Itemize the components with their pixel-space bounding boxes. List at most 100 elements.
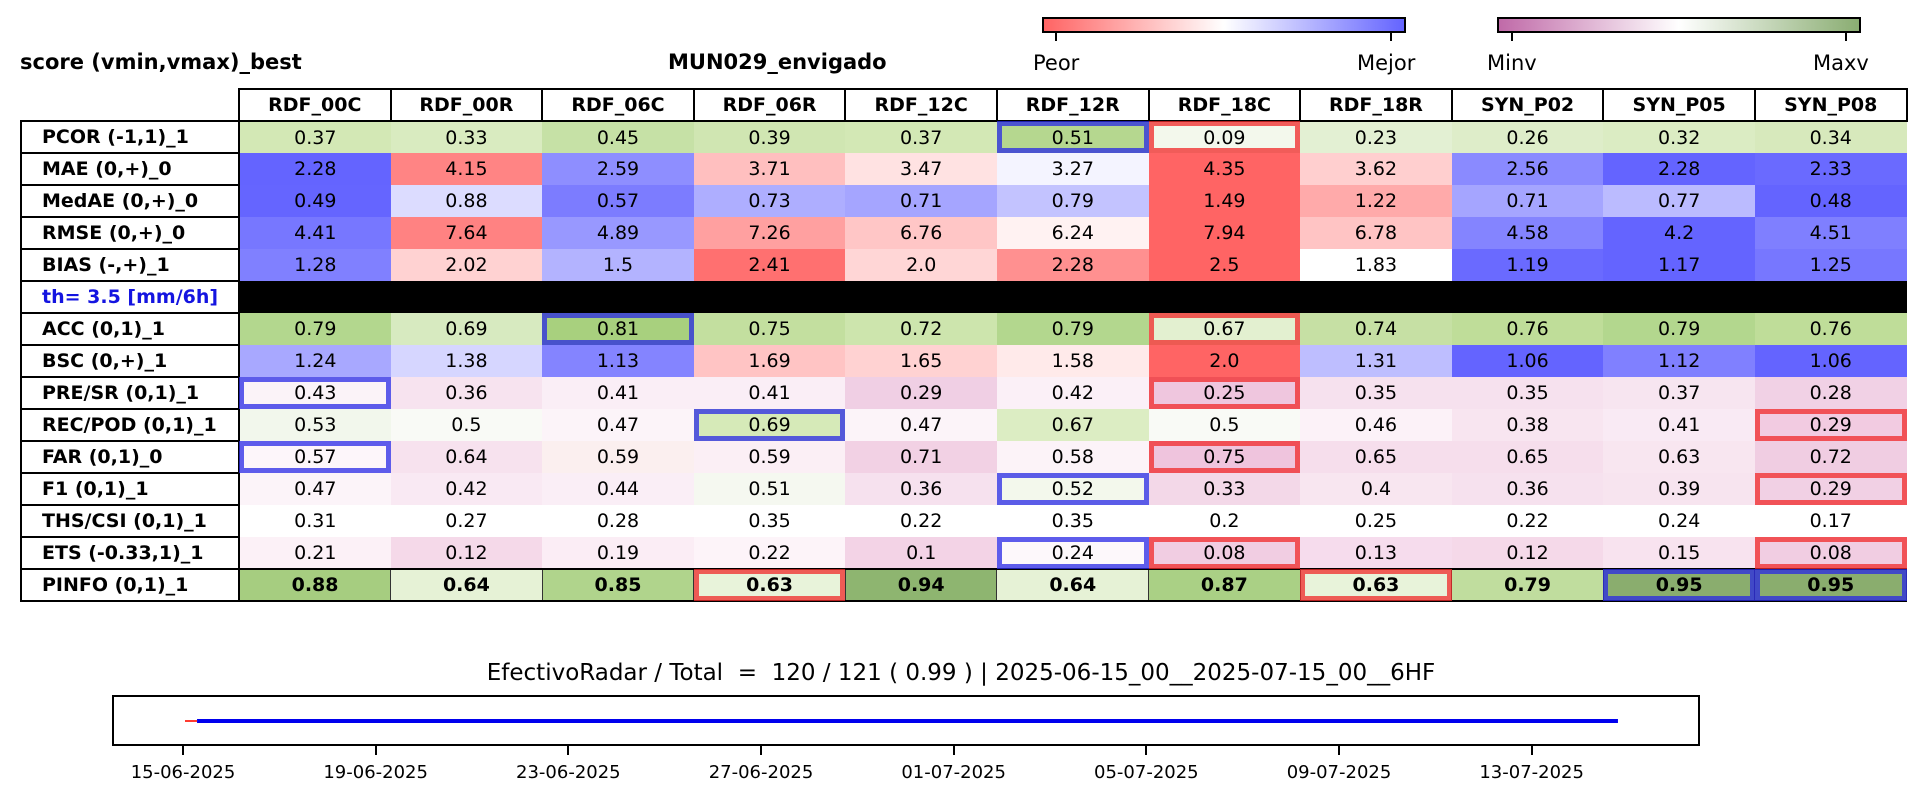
score-cell: 4.2 [1603, 217, 1755, 249]
x-tick [374, 746, 377, 755]
row-label: THS/CSI (0,1)_1 [20, 504, 240, 538]
row-label: PRE/SR (0,1)_1 [20, 376, 240, 410]
score-cell: 0.31 [239, 505, 391, 537]
score-cell: 0.42 [996, 377, 1149, 409]
score-cell: 0.27 [390, 505, 543, 537]
x-tick-label: 15-06-2025 [130, 762, 236, 783]
score-cell: 0.2 [1148, 505, 1301, 537]
x-tick [1338, 746, 1340, 755]
score-cell: 0.28 [542, 505, 694, 537]
score-cell: 0.5 [390, 409, 543, 441]
column-header: RDF_00C [238, 88, 392, 122]
score-cell: 1.06 [1451, 345, 1604, 377]
score-cell: 1.5 [542, 249, 694, 281]
score-cell: 0.32 [1603, 121, 1755, 153]
table-row: ETS (-0.33,1)_1 0.21 0.12 0.19 0.22 0.1 0.24 0.… [20, 536, 1907, 570]
x-tick [1530, 746, 1533, 755]
score-cell: 1.31 [1300, 345, 1452, 377]
timeline-svg [185, 719, 1618, 723]
table-row: REC/POD (0,1)_1 0.53 0.5 0.47 0.69 0.47 0.67 0.… [20, 408, 1907, 442]
column-header: RDF_12R [995, 88, 1150, 122]
score-cell: 2.0 [1148, 345, 1301, 377]
colorbar-min-label: Peor [1033, 51, 1080, 75]
score-cell: 0.34 [1754, 121, 1907, 153]
column-header: RDF_12C [844, 88, 998, 122]
score-cell: 0.21 [239, 537, 391, 569]
score-cell: 0.39 [693, 121, 846, 153]
score-cell: 0.79 [1603, 313, 1755, 345]
score-cell: 0.65 [1451, 441, 1604, 473]
score-cell: 0.95 [1602, 568, 1756, 602]
table-row: MAE (0,+)_0 2.28 4.15 2.59 3.71 3.47 3.27 4.35 3… [20, 152, 1907, 186]
score-cell: 0.41 [542, 377, 694, 409]
score-cell: 0.63 [1603, 441, 1755, 473]
score-cell: 2.02 [390, 249, 543, 281]
score-cell: 3.71 [693, 153, 846, 185]
score-cell: 2.28 [239, 153, 391, 185]
score-cell: 0.22 [1451, 505, 1604, 537]
row-label: BSC (0,+)_1 [20, 344, 240, 378]
score-cell: 0.35 [996, 505, 1149, 537]
score-cell: 0.24 [996, 537, 1149, 569]
score-cell: 0.13 [1300, 537, 1452, 569]
x-tick [1145, 746, 1148, 755]
score-cell: 0.24 [1603, 505, 1755, 537]
score-cell: 0.79 [996, 185, 1149, 217]
row-label: ETS (-0.33,1)_1 [20, 536, 240, 570]
score-cell: 0.25 [1148, 377, 1301, 409]
score-cell: 0.74 [1300, 313, 1452, 345]
score-cell: 0.53 [239, 409, 391, 441]
score-cell: 0.88 [390, 185, 543, 217]
score-cell: 0.12 [390, 537, 543, 569]
score-cell: 0.94 [844, 568, 998, 602]
score-cell: 2.56 [1451, 153, 1604, 185]
score-cell: 1.49 [1148, 185, 1301, 217]
score-cell: 0.36 [845, 473, 997, 505]
score-cell: 4.89 [542, 217, 694, 249]
x-tick-label: 27-06-2025 [708, 762, 814, 783]
score-cell: 1.12 [1603, 345, 1755, 377]
score-cell: 0.76 [1451, 313, 1604, 345]
score-cell: 0.49 [239, 185, 391, 217]
table-row: BSC (0,+)_1 1.24 1.38 1.13 1.69 1.65 1.58 2.0 1.… [20, 344, 1907, 378]
score-cell: 0.33 [1148, 473, 1301, 505]
x-tick-label: 19-06-2025 [323, 762, 428, 783]
colorbar-max-label: Maxv [1813, 51, 1869, 75]
score-cell: 0.51 [996, 121, 1149, 153]
column-header: RDF_06R [692, 88, 847, 122]
score-cell: 2.33 [1754, 153, 1907, 185]
score-cell: 0.71 [1451, 185, 1604, 217]
colorbar-max-label: Mejor [1357, 51, 1416, 75]
score-cell: 4.15 [390, 153, 543, 185]
score-cell: 0.37 [845, 121, 997, 153]
score-cell: 0.33 [390, 121, 543, 153]
row-label: BIAS (-,+)_1 [20, 248, 240, 282]
table-row: PINFO (0,1)_1 0.88 0.64 0.85 0.63 0.94 0.64 0.8… [20, 568, 1908, 602]
score-cell: 0.79 [996, 313, 1149, 345]
score-title: score (vmin,vmax)_best [20, 50, 302, 74]
table-row: PCOR (-1,1)_1 0.37 0.33 0.45 0.39 0.37 0.51 0.0… [20, 120, 1907, 154]
score-cell: 0.48 [1754, 185, 1907, 217]
table-row: th= 3.5 [mm/6h] [20, 280, 1907, 314]
x-tick [182, 746, 184, 755]
table-row: BIAS (-,+)_1 1.28 2.02 1.5 2.41 2.0 2.28 2.5 1.8… [20, 248, 1907, 282]
score-table: RDF_00C RDF_00R RDF_06C RDF_06R RDF_12C RDF_1… [20, 88, 1908, 602]
score-cell: 0.37 [1603, 377, 1755, 409]
score-cell: 0.79 [1451, 568, 1604, 602]
score-cell: 3.47 [845, 153, 997, 185]
score-cell: 4.51 [1754, 217, 1907, 249]
score-cell: 0.64 [390, 441, 543, 473]
threshold-separator [239, 281, 1907, 313]
score-cell: 1.28 [239, 249, 391, 281]
score-cell: 0.47 [542, 409, 694, 441]
score-cell: 1.24 [239, 345, 391, 377]
station-title: MUN029_envigado [668, 50, 887, 74]
score-cell: 0.79 [239, 313, 391, 345]
score-cell: 7.26 [693, 217, 846, 249]
score-cell: 3.27 [996, 153, 1149, 185]
score-cell: 0.57 [542, 185, 694, 217]
score-cell: 0.4 [1300, 473, 1452, 505]
score-cell: 0.67 [1148, 313, 1301, 345]
score-cell: 0.37 [239, 121, 391, 153]
table-corner [21, 89, 239, 121]
